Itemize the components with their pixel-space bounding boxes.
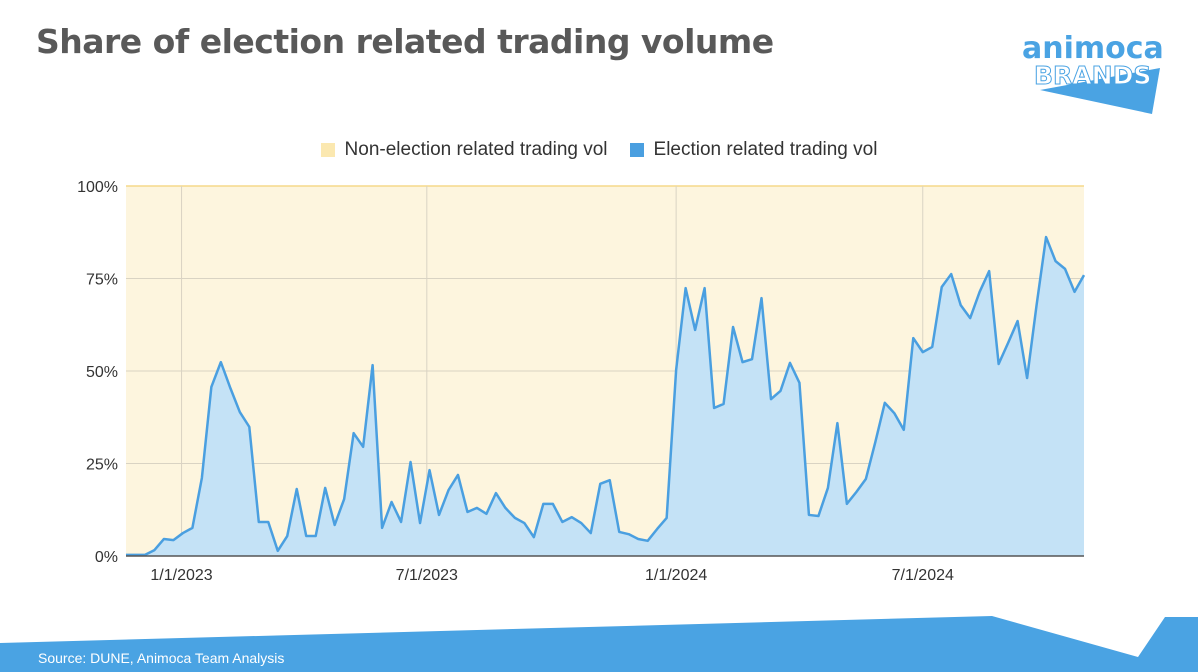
source-note: Source: DUNE, Animoca Team Analysis bbox=[38, 650, 285, 666]
svg-text:BRANDS: BRANDS bbox=[1034, 61, 1151, 90]
page-title: Share of election related trading volume bbox=[36, 22, 774, 61]
legend-swatch-election bbox=[629, 143, 644, 157]
svg-text:animoca: animoca bbox=[1022, 31, 1164, 66]
legend-swatch-non-election bbox=[320, 143, 335, 157]
election-line bbox=[126, 235, 1086, 557]
legend-item-non-election: Non-election related trading vol bbox=[320, 139, 608, 161]
x-tick-label: 1/1/2023 bbox=[150, 567, 212, 584]
y-tick-label: 0% bbox=[95, 549, 118, 566]
y-tick-label: 50% bbox=[86, 364, 118, 381]
animoca-brands-logo: animoca BRANDS bbox=[1022, 31, 1164, 114]
legend-label-non-election: Non-election related trading vol bbox=[344, 139, 608, 160]
x-tick-label: 1/1/2024 bbox=[645, 567, 707, 584]
y-tick-label: 100% bbox=[77, 179, 118, 196]
legend-label-election: Election related trading vol bbox=[653, 139, 878, 160]
chart-legend: Non-election related trading vol Electio… bbox=[0, 139, 1198, 161]
y-tick-label: 25% bbox=[86, 457, 118, 474]
x-tick-label: 7/1/2024 bbox=[892, 567, 954, 584]
x-tick-label: 7/1/2023 bbox=[396, 567, 458, 584]
legend-item-election: Election related trading vol bbox=[629, 139, 878, 161]
y-tick-label: 75% bbox=[86, 272, 118, 289]
election-area bbox=[126, 237, 1084, 556]
